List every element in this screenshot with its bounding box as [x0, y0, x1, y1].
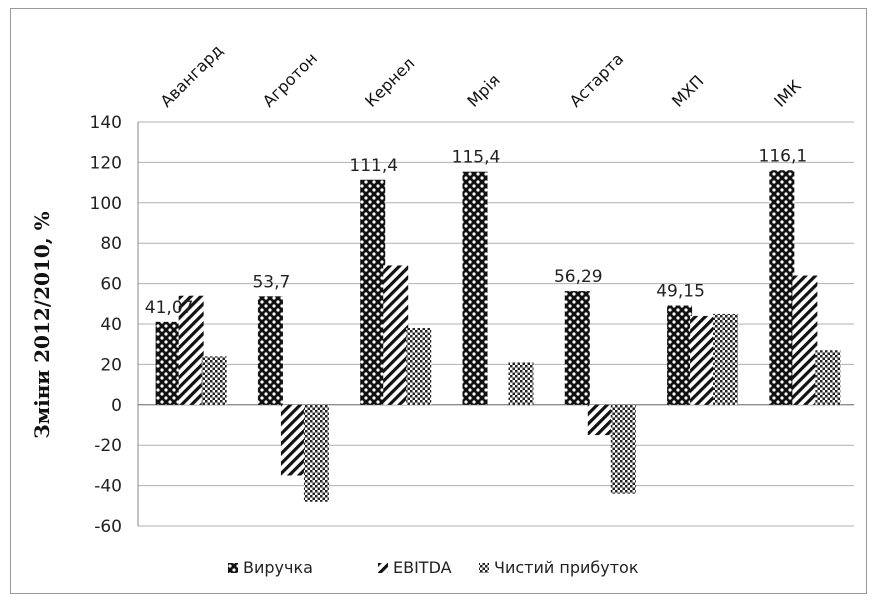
y-axis: -60 -40 -20 0 20 40 60 80 100 120 140	[90, 113, 854, 537]
bar-net-profit	[815, 350, 841, 405]
y-tick-label: 20	[100, 355, 122, 375]
y-axis-title: Зміни 2012/2010, %	[30, 211, 54, 438]
legend: Виручка EBITDA Чистий прибуток	[228, 558, 639, 577]
bar-net-profit	[508, 362, 534, 405]
legend-swatch	[378, 563, 388, 573]
y-tick-label: -60	[94, 517, 122, 537]
bar-revenue	[462, 171, 488, 405]
bar-ebitda	[383, 265, 409, 405]
bar-net-profit	[610, 404, 636, 494]
y-tick-label: 40	[100, 315, 122, 335]
category-label: Авангард	[157, 41, 227, 111]
y-tick-label: 0	[111, 396, 122, 416]
y-tick-label: 140	[90, 113, 122, 133]
y-tick-label: 120	[90, 153, 122, 173]
data-label: 115,4	[452, 148, 501, 168]
legend-swatch	[228, 563, 238, 573]
legend-label: Виручка	[243, 558, 313, 577]
legend-label: Чистий прибуток	[494, 558, 639, 577]
bar-ebitda	[178, 295, 204, 405]
bars	[155, 170, 841, 502]
data-label: 53,7	[252, 272, 290, 292]
bar-net-profit	[303, 404, 329, 502]
legend-label: EBITDA	[393, 558, 452, 577]
y-tick-label: -40	[94, 477, 122, 497]
bar-net-profit	[406, 328, 432, 405]
category-label: Кернел	[361, 54, 418, 111]
category-label: ІМК	[770, 76, 805, 111]
bar-ebitda	[587, 404, 613, 436]
bar-revenue	[155, 321, 181, 405]
gridlines	[138, 121, 854, 527]
data-labels: 41,07 53,7 111,4 115,4 56,29 49,15 116,1	[145, 146, 807, 318]
bar-ebitda	[280, 404, 306, 476]
bar-revenue	[667, 305, 693, 405]
bar-net-profit	[201, 356, 227, 405]
bar-ebitda	[690, 315, 716, 405]
y-tick-label: -20	[94, 436, 122, 456]
bar-revenue	[257, 296, 283, 405]
bar-revenue	[360, 179, 386, 405]
category-label: Мрія	[463, 71, 503, 111]
data-label: 111,4	[349, 156, 398, 176]
category-label: Агротон	[259, 49, 321, 111]
data-label: 116,1	[759, 146, 808, 166]
bar-net-profit	[713, 313, 739, 405]
legend-swatch	[479, 563, 489, 573]
data-label: 56,29	[554, 267, 603, 287]
category-labels: Авангард Агротон Кернел Мрія Астарта МХП ІМК	[157, 41, 806, 111]
y-tick-label: 60	[100, 275, 122, 295]
category-label: МХП	[668, 71, 707, 110]
y-tick-label: 80	[100, 234, 122, 254]
data-label: 49,15	[656, 282, 705, 302]
category-label: Астарта	[566, 49, 628, 111]
bar-ebitda	[792, 275, 818, 405]
y-tick-label: 100	[90, 194, 122, 214]
bar-revenue	[564, 291, 590, 405]
chart-frame	[10, 8, 867, 594]
bar-revenue	[769, 170, 795, 405]
data-label: 41,07	[145, 298, 194, 318]
